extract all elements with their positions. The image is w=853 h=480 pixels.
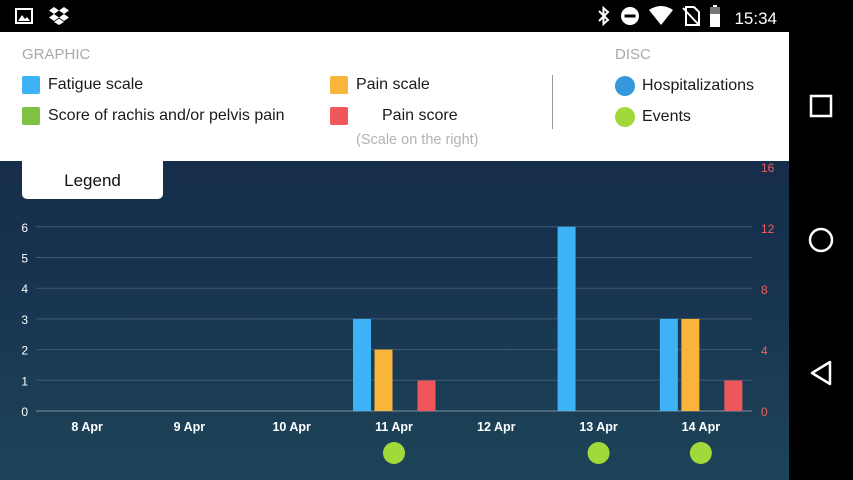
pain-scale-swatch (330, 76, 348, 94)
clock: 15:34 (734, 8, 777, 28)
event-marker[interactable] (689, 442, 712, 464)
x-tick-label: 9 Apr (174, 420, 206, 434)
legend-panel: GRAPHIC DISC Fatigue scale Pain scale Sc… (0, 32, 789, 161)
do-not-disturb-icon (620, 6, 640, 31)
bars (353, 226, 743, 411)
y-left-tick-label: 5 (21, 252, 28, 266)
pain-score-bar (417, 380, 436, 411)
x-tick-label: 11 Apr (375, 420, 413, 434)
events-markers (383, 442, 712, 464)
circle-icon (808, 227, 834, 253)
bluetooth-icon (597, 5, 611, 31)
fatigue-bar (353, 318, 371, 411)
back-button[interactable] (807, 359, 835, 387)
x-tick-label: 12 Apr (477, 420, 516, 434)
pain-scale-bar (681, 318, 700, 411)
legend-item-events: Events (615, 107, 691, 127)
pain-score-swatch (330, 107, 348, 125)
event-marker[interactable] (383, 442, 405, 464)
y-right-tick-label: 4 (761, 344, 768, 358)
y-right-tick-label: 0 (761, 405, 768, 419)
y-left-tick-label: 1 (21, 374, 28, 388)
y-right-tick-label: 8 (761, 283, 768, 297)
app-screen: 15:34 0 1 2 3 4 5 6 0 4 8 12 16 8 Apr 9 Apr 10 Apr 11 A… (0, 0, 789, 480)
pain-score-note: (Scale on the right) (356, 132, 479, 148)
legend-label: Fatigue scale (48, 76, 144, 93)
legend-label: Events (642, 108, 691, 125)
pain-scale-bar (374, 349, 393, 411)
x-tick-label: 8 Apr (71, 420, 103, 434)
no-sim-icon (682, 6, 701, 31)
legend-label: Pain score (382, 107, 458, 124)
legend-item-pain-score: Pain score (330, 107, 458, 125)
x-tick-label: 10 Apr (272, 420, 311, 434)
y-left-tick-label: 0 (21, 405, 28, 419)
status-bar: 15:34 (0, 0, 789, 32)
image-icon (14, 6, 34, 31)
hospitalizations-dot (615, 76, 635, 96)
fatigue-bar (659, 318, 678, 411)
events-dot (615, 107, 635, 127)
recents-button[interactable] (807, 92, 835, 120)
navigation-bar (789, 0, 853, 480)
y-left-tick-label: 3 (21, 313, 28, 327)
legend-toggle-tab[interactable]: Legend (22, 161, 163, 199)
graphic-section-title: GRAPHIC (22, 46, 91, 63)
y-left-tick-label: 4 (21, 282, 28, 296)
fatigue-swatch (22, 76, 40, 94)
y-left-tick-label: 6 (21, 221, 28, 235)
x-tick-label: 13 Apr (579, 420, 618, 434)
y-right-tick-label: 16 (761, 161, 775, 175)
legend-item-pain-scale: Pain scale (330, 76, 430, 94)
pain-score-bar (724, 380, 743, 411)
wifi-icon (649, 6, 674, 31)
y-right-tick-label: 12 (761, 222, 775, 236)
dropbox-icon (48, 6, 70, 31)
legend-item-hospitalizations: Hospitalizations (615, 76, 754, 96)
fatigue-bar (557, 226, 576, 411)
legend-divider (552, 75, 553, 129)
legend-label: Hospitalizations (642, 77, 755, 94)
legend-item-fatigue: Fatigue scale (22, 76, 143, 94)
legend-label: Score of rachis and/or pelvis pain (48, 107, 285, 124)
home-button[interactable] (807, 226, 835, 254)
y-left-tick-label: 2 (21, 344, 28, 358)
disc-section-title: DISC (615, 46, 651, 63)
battery-icon (709, 5, 721, 32)
rachis-swatch (22, 107, 40, 125)
back-triangle-icon (810, 360, 832, 386)
legend-item-rachis: Score of rachis and/or pelvis pain (22, 107, 285, 125)
x-tick-label: 14 Apr (682, 420, 721, 434)
legend-label: Pain scale (356, 76, 430, 93)
event-marker[interactable] (587, 442, 610, 464)
square-icon (809, 94, 833, 118)
grid-lines (36, 226, 752, 412)
